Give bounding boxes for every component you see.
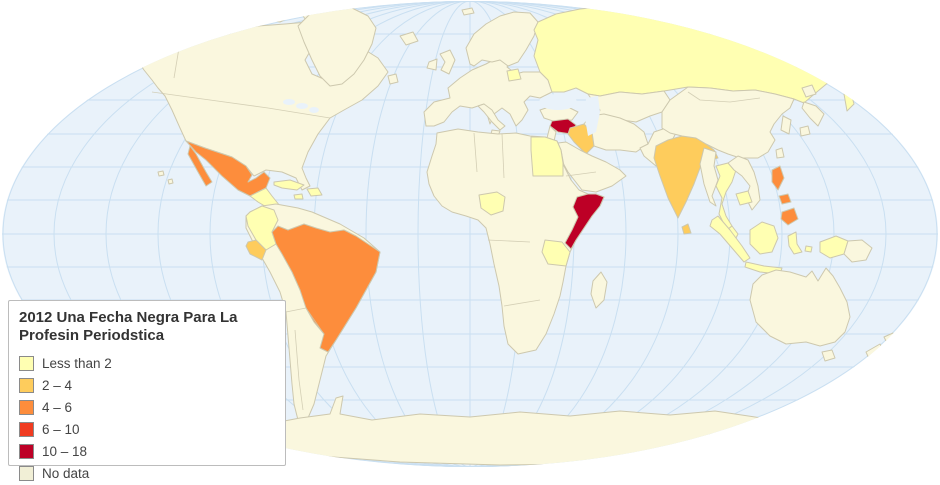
legend-item-label: 10 – 18 xyxy=(42,444,88,460)
country-somalia[interactable] xyxy=(564,193,605,250)
landmass-arabia[interactable] xyxy=(549,141,627,193)
landmass-svalbard[interactable] xyxy=(461,7,475,16)
country-philippines-visayas[interactable] xyxy=(778,193,792,205)
great-lake xyxy=(309,107,319,113)
landmass-ireland[interactable] xyxy=(426,58,438,71)
great-lake xyxy=(296,103,308,109)
country-thailand[interactable] xyxy=(715,162,737,231)
landmass-myanmar[interactable] xyxy=(699,147,719,207)
landmass-madagascar[interactable] xyxy=(590,271,608,309)
legend-item-label: Less than 2 xyxy=(42,356,112,372)
landmass-italy[interactable] xyxy=(477,103,506,131)
country-philippines-luzon[interactable] xyxy=(771,165,785,191)
landmass-iran[interactable] xyxy=(583,113,649,153)
landmass-australia[interactable] xyxy=(749,267,851,347)
country-russia-chukotka[interactable] xyxy=(121,31,148,51)
landmass-scandinavia[interactable] xyxy=(465,11,539,67)
landmass-japan-kyushu[interactable] xyxy=(799,125,811,137)
legend-item: No data xyxy=(19,463,275,485)
country-ecuador[interactable] xyxy=(245,239,267,261)
legend-item: 6 – 10 xyxy=(19,419,275,441)
country-tanzania[interactable] xyxy=(541,239,571,267)
landmass-papua-new-guinea[interactable] xyxy=(843,239,873,263)
country-indonesia-moluccas[interactable] xyxy=(804,245,813,253)
landmass-arctic-island[interactable] xyxy=(224,11,259,25)
country-mexico[interactable] xyxy=(185,140,271,197)
country-hispaniola[interactable] xyxy=(306,187,323,197)
landmass-uk[interactable] xyxy=(439,49,456,75)
landmass-taiwan[interactable] xyxy=(775,147,785,159)
legend-swatch xyxy=(19,378,34,394)
landmass-hawaii[interactable] xyxy=(167,178,174,185)
landmass-tasmania[interactable] xyxy=(821,349,836,362)
legend-item: 2 – 4 xyxy=(19,375,275,397)
country-egypt[interactable] xyxy=(530,136,564,177)
country-sri-lanka[interactable] xyxy=(681,223,692,235)
inland-seas xyxy=(283,94,600,136)
legend-swatch xyxy=(19,356,34,372)
internal-borders xyxy=(151,41,761,411)
legend-item: 4 – 6 xyxy=(19,397,275,419)
great-lake xyxy=(283,99,295,105)
legend-swatch xyxy=(19,444,34,460)
landmass-newfoundland[interactable] xyxy=(387,73,399,85)
country-cambodia[interactable] xyxy=(735,190,753,206)
legend-item: Less than 2 xyxy=(19,353,275,375)
legend-swatch xyxy=(19,466,34,482)
legend-item-label: 6 – 10 xyxy=(42,422,80,438)
countries xyxy=(121,3,903,466)
country-russia[interactable] xyxy=(533,3,903,104)
country-indonesia-borneo[interactable] xyxy=(749,221,779,255)
landmass-korea[interactable] xyxy=(780,115,792,135)
legend-swatch xyxy=(19,422,34,438)
country-philippines-mindanao[interactable] xyxy=(780,207,799,226)
legend-item: 10 – 18 xyxy=(19,441,275,463)
landmass-china-mongolia[interactable] xyxy=(661,86,795,159)
country-indonesia-sumatra[interactable] xyxy=(709,215,751,263)
legend-swatch xyxy=(19,400,34,416)
country-jamaica[interactable] xyxy=(293,193,304,200)
black-sea xyxy=(539,94,577,110)
country-cuba[interactable] xyxy=(273,179,305,191)
legend-item-label: No data xyxy=(42,466,90,482)
caspian-sea xyxy=(585,96,600,136)
legend-item-label: 4 – 6 xyxy=(42,400,73,416)
legend-title: 2012 Una Fecha Negra Para La Profesin Pe… xyxy=(19,309,238,345)
landmass-iceland[interactable] xyxy=(399,31,419,46)
landmass-laos-vietnam[interactable] xyxy=(727,155,761,211)
country-brazil[interactable] xyxy=(271,223,381,353)
landmass-japan-hokkaido[interactable] xyxy=(801,84,817,98)
landmass-hawaii[interactable] xyxy=(157,170,165,177)
country-belarus[interactable] xyxy=(506,68,522,82)
legend-panel: 2012 Una Fecha Negra Para La Profesin Pe… xyxy=(8,300,286,482)
legend-item-label: 2 – 4 xyxy=(42,378,73,394)
country-indonesia-sulawesi[interactable] xyxy=(787,231,803,255)
country-nigeria[interactable] xyxy=(478,191,506,216)
country-mexico-baja[interactable] xyxy=(187,145,213,187)
landmass-japan-honshu[interactable] xyxy=(801,101,825,127)
